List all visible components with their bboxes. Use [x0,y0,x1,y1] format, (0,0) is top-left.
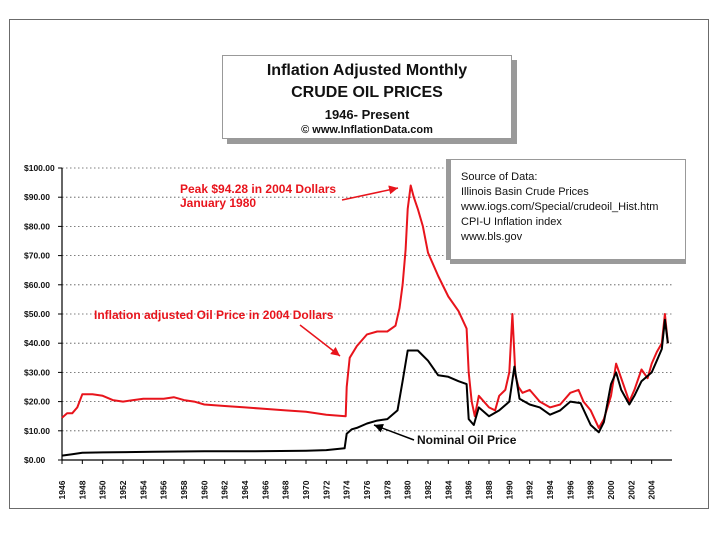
x-tick-label: 1982 [423,480,433,499]
x-tick-label: 2000 [606,480,616,499]
inflation-annotation: Inflation adjusted Oil Price in 2004 Dol… [94,308,334,322]
y-axis-tick-labels: $0.00 $10.00 $20.00 $30.00 $40.00 $50.00 $60.0… [24,163,55,465]
x-tick-label: 2004 [647,480,657,499]
chart-copyright: © www.InflationData.com [301,124,433,136]
x-tick-label: 1974 [342,480,352,499]
source-box: Source of Data: Illinois Basin Crude Pri… [450,159,686,260]
x-tick-label: 1950 [98,480,108,499]
y-tick-label: $80.00 [24,221,50,231]
x-tick-label: 1946 [57,480,67,499]
x-tick-label: 1968 [281,480,291,499]
x-tick-label: 1966 [260,480,270,499]
x-tick-label: 2002 [626,480,636,499]
nominal-annotation: Nominal Oil Price [417,433,517,447]
peak-annotation-line: January 1980 [180,196,257,210]
nominal-arrow [373,423,415,441]
peak-annotation-line: Peak $94.28 in 2004 Dollars [180,182,337,196]
x-axis-tick-labels: 1946 1948 1950 1952 1954 1956 1958 1960 1962 1964… [57,480,657,499]
y-tick-label: $10.00 [24,426,50,436]
y-tick-label: $100.00 [24,163,55,173]
chart-period: 1946- Present [324,107,410,122]
x-tick-label: 1952 [118,480,128,499]
x-tick-label: 1962 [220,480,230,499]
source-heading: Source of Data: [461,171,538,183]
inflation-arrow [299,324,341,357]
x-tick-label: 1954 [138,480,148,499]
x-tick-label: 1984 [443,480,453,499]
source-line: www.iogs.com/Special/crudeoil_Hist.htm [461,201,659,213]
source-line: Illinois Basin Crude Prices [461,186,589,198]
annotation-arrows [299,185,415,441]
slide-frame [9,19,709,509]
x-tick-label: 1964 [240,480,250,499]
peak-annotation: Peak $94.28 in 2004 Dollars January 1980 [180,182,336,210]
x-tick-label: 1948 [77,480,87,499]
source-line: www.bls.gov [461,231,523,243]
y-tick-label: $20.00 [24,397,50,407]
x-tick-label: 1970 [301,480,311,499]
x-tick-label: 1996 [565,480,575,499]
x-tick-label: 1988 [484,480,494,499]
nominal-series-line [61,318,669,457]
y-tick-label: $70.00 [24,251,50,261]
y-tick-label: $60.00 [24,280,50,290]
chart-title: Inflation Adjusted Monthly [266,62,468,79]
x-tick-label: 1986 [464,480,474,499]
chart-subtitle: CRUDE OIL PRICES [291,84,443,101]
x-tick-label: 1994 [545,480,555,499]
x-tick-label: 1992 [525,480,535,499]
peak-arrow [341,185,399,201]
y-tick-label: $30.00 [24,367,50,377]
x-tick-label: 1960 [199,480,209,499]
inflation-adjusted-series-line [61,184,669,429]
x-tick-label: 1976 [362,480,372,499]
x-tick-label: 1978 [382,480,392,499]
x-tick-label: 1980 [403,480,413,499]
y-tick-label: $90.00 [24,192,50,202]
source-line: CPI-U Inflation index [461,216,562,228]
chart-title-box: Inflation Adjusted Monthly CRUDE OIL PRI… [222,55,512,139]
x-tick-label: 1972 [321,480,331,499]
y-tick-label: $40.00 [24,338,50,348]
x-tick-label: 1958 [179,480,189,499]
x-tick-label: 1956 [159,480,169,499]
chart-series [61,184,669,457]
y-tick-label: $50.00 [24,309,50,319]
y-tick-label: $0.00 [24,455,46,465]
x-tick-label: 1998 [586,480,596,499]
chart-axes [58,167,672,464]
x-tick-label: 1990 [504,480,514,499]
